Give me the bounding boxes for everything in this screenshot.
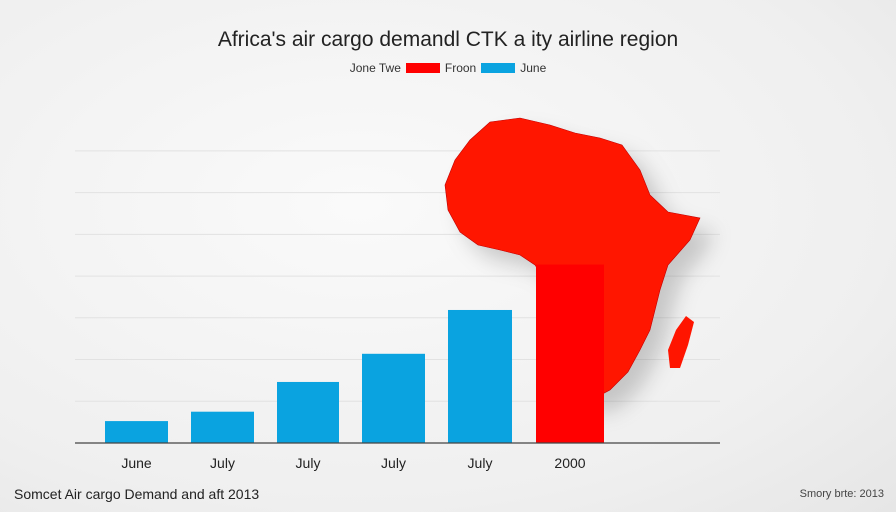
bar-4 — [448, 309, 512, 443]
madagascar — [668, 316, 694, 368]
date-note: Smory brte: 2013 — [799, 488, 884, 500]
africa-map — [444, 117, 701, 399]
x-tick-label: July — [468, 455, 493, 471]
x-tick-label: July — [210, 455, 235, 471]
x-tick-label: June — [121, 455, 152, 471]
x-tick-label: July — [381, 455, 406, 471]
source-note: Somcet Air cargo Demand and aft 2013 — [14, 486, 260, 502]
legend: Jone Twe Froon June — [0, 61, 896, 75]
bar-2 — [277, 381, 339, 443]
legend-label-2: June — [520, 61, 547, 75]
bar-0 — [105, 421, 168, 443]
legend-swatch-red — [405, 63, 440, 73]
chart-title: Africa's air cargo demandl CTK a ity air… — [217, 28, 679, 51]
legend-label-0: Jone Twe — [349, 61, 401, 75]
legend-swatch-blue — [481, 63, 516, 73]
bar-1 — [191, 411, 254, 443]
x-tick-label: 2000 — [554, 455, 585, 471]
legend-label-1: Froon — [444, 61, 477, 75]
bar-3 — [362, 353, 425, 443]
bar-5 — [536, 264, 604, 443]
x-tick-label: July — [296, 455, 321, 471]
